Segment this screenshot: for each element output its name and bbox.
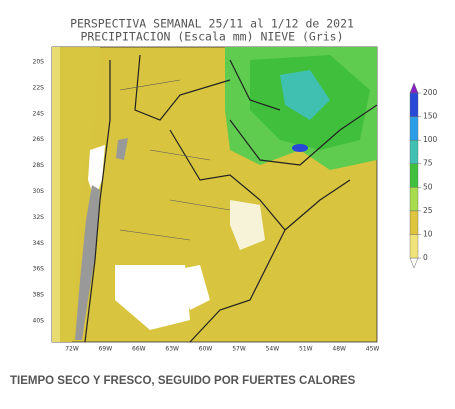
map-subtitle: PRECIPITACION (Escala mm) NIEVE (Gris) xyxy=(80,30,343,44)
colorbar-segment xyxy=(409,139,419,164)
lon-label: 48W xyxy=(332,346,346,353)
lon-label: 72W xyxy=(65,346,79,353)
colorbar-label: 150 xyxy=(423,112,438,121)
colorbar-label: 25 xyxy=(423,206,433,215)
colorbar-label: 75 xyxy=(423,159,433,168)
lon-label: 66W xyxy=(132,346,146,353)
lat-label: 34S xyxy=(33,240,45,247)
colorbar-segment xyxy=(409,210,419,235)
lat-label: 40S xyxy=(33,318,45,325)
lat-label: 30S xyxy=(33,188,45,195)
colorbar-label: 50 xyxy=(423,182,433,191)
lat-label: 22S xyxy=(33,84,45,91)
lat-label: 24S xyxy=(33,110,45,117)
colorbar-segment xyxy=(409,234,419,259)
lon-label: 69W xyxy=(99,346,113,353)
lat-label: 26S xyxy=(33,136,45,143)
map-title: PERSPECTIVA SEMANAL 25/11 al 1/12 de 202… xyxy=(70,17,354,31)
colorbar-segment xyxy=(409,92,419,117)
lon-label: 57W xyxy=(232,346,246,353)
colorbar-segment xyxy=(409,187,419,212)
colorbar-label: 0 xyxy=(423,253,428,262)
colorbar-segment xyxy=(409,163,419,188)
lon-label: 54W xyxy=(266,346,280,353)
lon-label: 63W xyxy=(165,346,179,353)
lon-label: 60W xyxy=(199,346,213,353)
map xyxy=(51,46,378,343)
lon-label: 45W xyxy=(366,346,380,353)
caption: TIEMPO SECO Y FRESCO, SEGUIDO POR FUERTE… xyxy=(10,375,356,387)
lat-label: 28S xyxy=(33,162,45,169)
lat-label: 20S xyxy=(33,59,45,66)
lat-label: 32S xyxy=(33,214,45,221)
lat-label: 36S xyxy=(33,266,45,273)
lat-label: 38S xyxy=(33,292,45,299)
colorbar-label: 200 xyxy=(423,88,438,97)
lon-label: 51W xyxy=(299,346,313,353)
colorbar-segment xyxy=(409,116,419,141)
colorbar-label: 100 xyxy=(423,135,438,144)
colorbar-label: 10 xyxy=(423,229,433,238)
